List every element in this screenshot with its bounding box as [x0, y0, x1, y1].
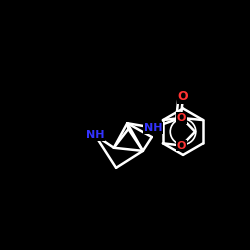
Text: O: O: [177, 140, 186, 150]
Text: NH: NH: [86, 130, 104, 140]
Text: NH: NH: [144, 123, 163, 133]
Text: O: O: [178, 90, 188, 103]
Text: O: O: [177, 113, 186, 123]
